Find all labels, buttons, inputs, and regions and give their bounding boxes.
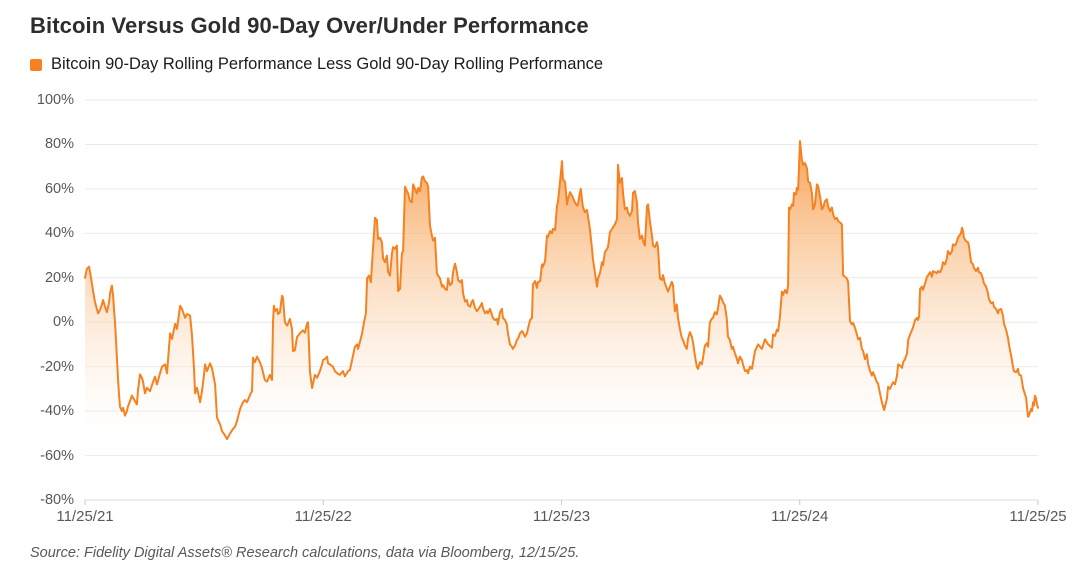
x-tick-label: 11/25/25: [1009, 508, 1067, 525]
legend-label: Bitcoin 90-Day Rolling Performance Less …: [51, 55, 604, 73]
page-title: Bitcoin Versus Gold 90-Day Over/Under Pe…: [30, 13, 589, 38]
y-tick-label: 0%: [53, 314, 74, 331]
y-tick-label: -20%: [40, 358, 74, 375]
x-tick-label: 11/25/21: [56, 508, 114, 525]
y-tick-label: -40%: [40, 403, 74, 420]
y-tick-label: 100%: [36, 92, 74, 108]
y-tick-label: -60%: [40, 447, 74, 464]
y-tick-label: 60%: [44, 180, 74, 197]
series-line: [84, 140, 1039, 441]
area-fill: [85, 141, 1038, 500]
x-tick-label: 11/25/22: [294, 508, 352, 525]
legend: Bitcoin 90-Day Rolling Performance Less …: [30, 55, 603, 74]
legend-swatch-icon: [30, 58, 42, 71]
y-tick-label: 20%: [44, 269, 74, 286]
y-tick-label: 40%: [44, 225, 74, 242]
x-tick-label: 11/25/24: [771, 508, 829, 525]
y-tick-label: 80%: [44, 136, 74, 153]
source-note: Source: Fidelity Digital Assets® Researc…: [30, 545, 580, 561]
axis-ticks: [84, 500, 1039, 505]
x-tick-label: 11/25/23: [532, 508, 591, 525]
y-tick-label: -80%: [40, 492, 74, 508]
